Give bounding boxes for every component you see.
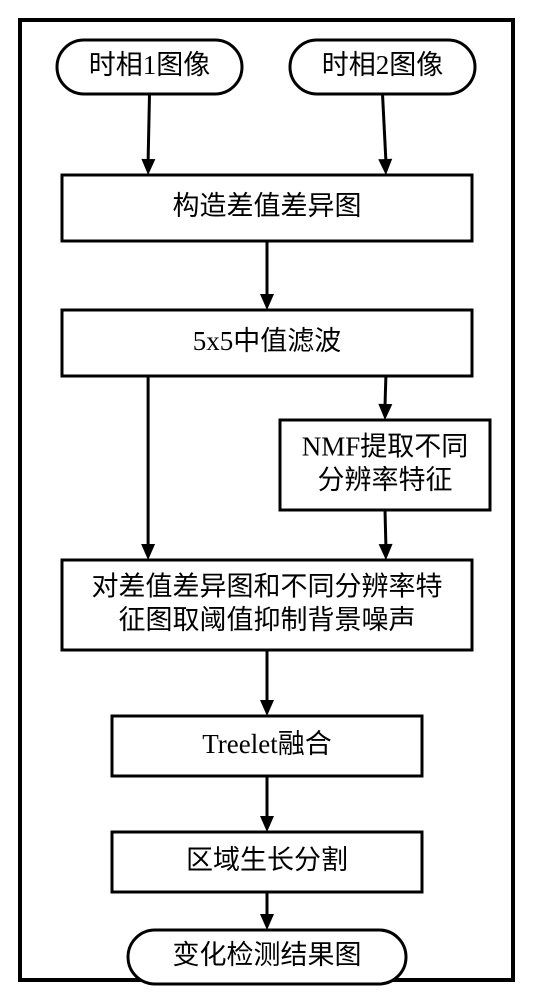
edge-line bbox=[385, 376, 386, 406]
node-tree: Treelet融合 bbox=[112, 716, 422, 776]
node-label-nmf-line2: 分辨率特征 bbox=[318, 465, 453, 495]
node-out: 变化检测结果图 bbox=[128, 930, 406, 984]
node-label-in2: 时相2图像 bbox=[322, 50, 444, 80]
node-label-seg: 区域生长分割 bbox=[186, 845, 348, 875]
node-label-out: 变化检测结果图 bbox=[173, 940, 362, 970]
node-label-in1: 时相1图像 bbox=[89, 50, 211, 80]
node-seg: 区域生长分割 bbox=[112, 832, 422, 892]
node-in1: 时相1图像 bbox=[57, 40, 242, 94]
node-med: 5x5中值滤波 bbox=[62, 310, 472, 376]
node-label-tree: Treelet融合 bbox=[202, 729, 332, 759]
flowchart-svg: 时相1图像 时相2图像构造差值差异图 5x5中值滤波 NMF提取不同分辨率特征对差值差… bbox=[0, 0, 533, 1000]
node-label-med: 5x5中值滤波 bbox=[193, 326, 342, 356]
node-label-thr-line2: 征图取阈值抑制背景噪声 bbox=[119, 605, 416, 635]
node-thr: 对差值差异图和不同分辨率特征图取阈值抑制背景噪声 bbox=[62, 560, 472, 650]
node-nmf: NMF提取不同分辨率特征 bbox=[280, 420, 490, 510]
node-label-thr-line1: 对差值差异图和不同分辨率特 bbox=[92, 571, 443, 601]
edge-line bbox=[148, 94, 149, 161]
node-label-diff: 构造差值差异图 bbox=[173, 191, 362, 221]
node-label-nmf-line1: NMF提取不同 bbox=[302, 431, 469, 461]
edge-line bbox=[385, 510, 386, 546]
node-in2: 时相2图像 bbox=[290, 40, 475, 94]
node-diff: 构造差值差异图 bbox=[62, 175, 472, 241]
